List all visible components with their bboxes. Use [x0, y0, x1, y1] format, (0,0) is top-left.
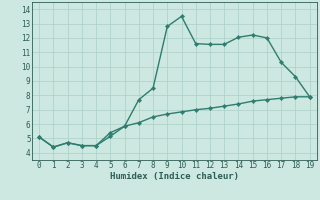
X-axis label: Humidex (Indice chaleur): Humidex (Indice chaleur): [110, 172, 239, 181]
